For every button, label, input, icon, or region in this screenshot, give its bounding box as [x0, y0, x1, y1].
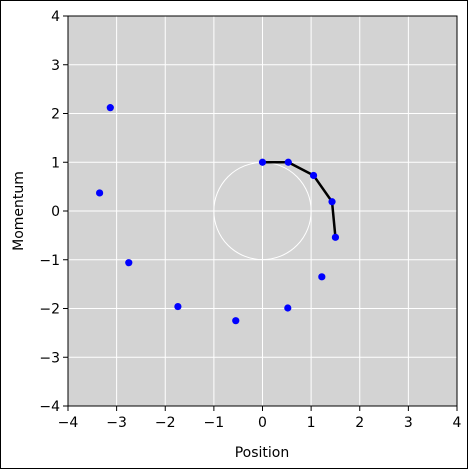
- y-tick-label: 4: [51, 9, 60, 25]
- data-point: [309, 171, 318, 180]
- data-point: [232, 317, 240, 325]
- y-tick-label: 0: [51, 204, 60, 220]
- x-tick-label: −1: [204, 415, 225, 431]
- x-tick-label: 4: [453, 415, 462, 431]
- x-tick-label: −2: [155, 415, 176, 431]
- y-tick-label: −3: [39, 350, 60, 366]
- y-ticks: −4 −3 −2 −1 0 1 2 3 4: [39, 9, 68, 415]
- data-points: [96, 104, 340, 325]
- data-point: [258, 158, 267, 166]
- x-tick-label: 2: [355, 415, 364, 431]
- data-point: [106, 104, 114, 112]
- data-point: [174, 302, 182, 311]
- y-tick-label: −1: [39, 253, 60, 269]
- x-tick-label: 1: [307, 415, 316, 431]
- x-ticks: −4 −3 −2 −1 0 1 2 3 4: [58, 406, 462, 431]
- data-point: [284, 158, 292, 166]
- y-tick-label: −4: [39, 399, 60, 415]
- data-point: [328, 198, 336, 206]
- x-tick-label: 3: [404, 415, 413, 431]
- x-tick-label: −4: [58, 415, 79, 431]
- y-tick-label: −2: [39, 302, 60, 318]
- data-point: [96, 189, 104, 197]
- x-axis-label: Position: [235, 445, 290, 461]
- y-axis-label: Momentum: [11, 171, 27, 251]
- data-point: [284, 304, 292, 312]
- x-tick-label: 0: [258, 415, 267, 431]
- x-tick-label: −3: [106, 415, 127, 431]
- y-tick-label: 3: [51, 58, 60, 74]
- data-point: [318, 273, 326, 281]
- y-tick-label: 2: [51, 107, 60, 123]
- y-tick-label: 1: [51, 155, 60, 171]
- data-point: [331, 233, 340, 241]
- data-point: [125, 259, 133, 267]
- grid-lines: [68, 16, 457, 406]
